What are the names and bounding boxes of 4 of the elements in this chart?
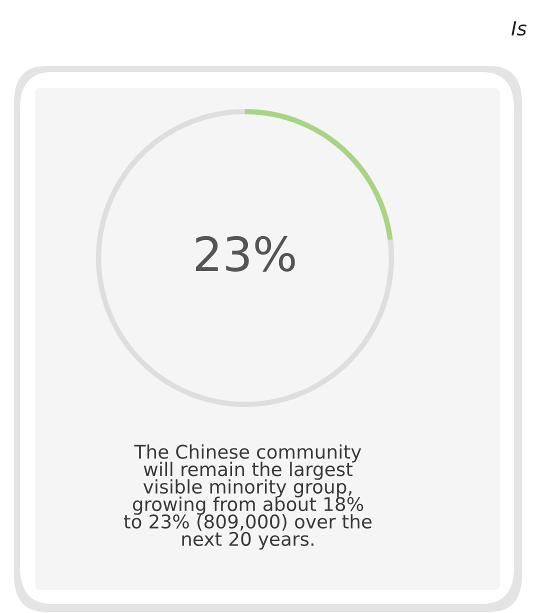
donut-slice (96, 108, 394, 408)
text: Is (512, 21, 526, 36)
text: The Chinese community will remain the largest visible minority group, growing from about 18% to 23% (809,000) over the next 20 years. (124, 444, 372, 550)
data-label: 23% (196, 236, 295, 272)
